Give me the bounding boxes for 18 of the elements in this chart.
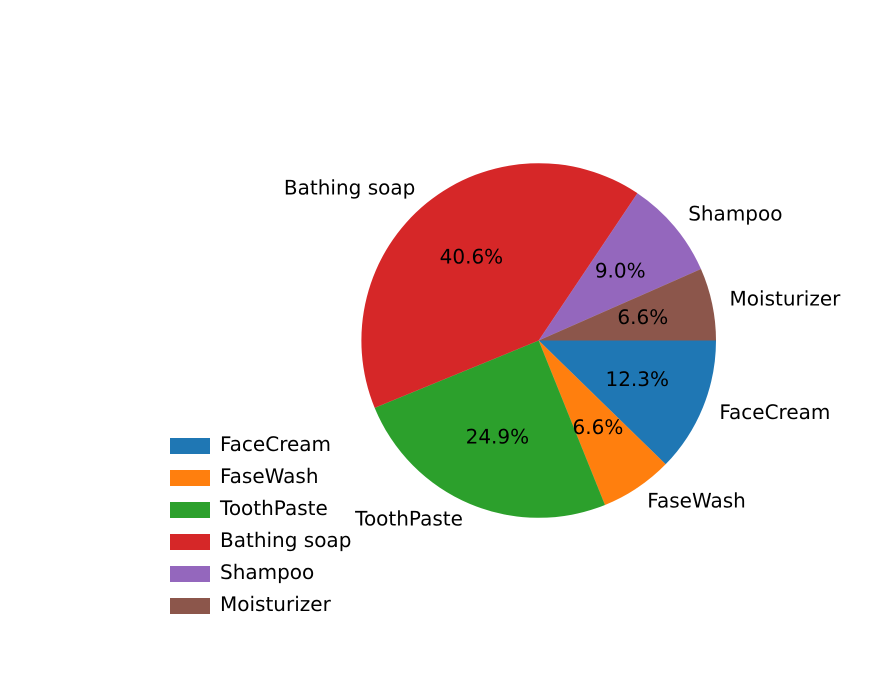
slice-label: FaceCream xyxy=(719,400,830,424)
data-label: 6.6% xyxy=(617,304,668,329)
data-label: 9.0% xyxy=(594,258,646,282)
slice-label: FaseWash xyxy=(647,488,746,513)
data-label: 24.9% xyxy=(466,424,530,449)
legend-label: Moisturizer xyxy=(220,592,332,616)
slice-label: ToothPaste xyxy=(354,506,463,530)
data-label: 12.3% xyxy=(605,366,670,391)
slice-label: Moisturizer xyxy=(730,286,842,311)
legend-label: FaseWash xyxy=(220,464,318,488)
slice-label: Bathing soap xyxy=(284,176,416,200)
data-label: 40.6% xyxy=(440,244,504,268)
legend-label: ToothPaste xyxy=(219,496,328,520)
slice-label: Shampoo xyxy=(688,201,782,226)
data-label: 6.6% xyxy=(572,415,624,440)
legend-label: FaceCream xyxy=(220,432,332,456)
legend-label: Bathing soap xyxy=(220,528,352,552)
legend-label: Shampoo xyxy=(220,560,314,584)
